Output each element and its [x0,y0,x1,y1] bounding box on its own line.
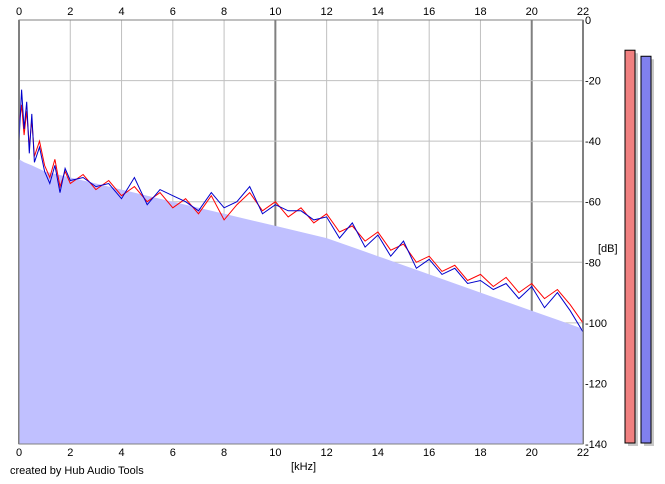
y-tick-label: -60 [585,197,601,209]
level-meter-blue [640,55,652,444]
x-tick-label-bottom: 12 [321,447,333,459]
series-blue-line [18,89,584,333]
y-tick-label: -80 [585,257,601,269]
spectrum-fill-area [19,159,583,445]
x-tick-label-top: 12 [321,6,333,18]
plot-frame [18,19,584,445]
x-tick-label-top: 8 [221,6,227,18]
x-tick-label-bottom: 4 [118,447,124,459]
x-tick-label-bottom: 14 [372,447,384,459]
x-tick-label-bottom: 16 [423,447,435,459]
x-tick-labels-bottom: 0 2 4 6 8 10 12 14 16 18 20 22 [16,447,589,459]
level-meter-red [624,49,636,444]
y-tick-label: -140 [585,439,607,451]
level-meters [624,49,654,446]
x-tick-label-top: 10 [269,6,281,18]
x-axis-label: [kHz] [291,461,316,473]
x-tick-label-bottom: 2 [67,447,73,459]
y-axis-label: [dB] [598,243,618,255]
x-tick-label-bottom: 18 [474,447,486,459]
credit-text: created by Hub Audio Tools [10,465,144,477]
x-tick-label-top: 20 [526,6,538,18]
x-tick-label-top: 14 [372,6,384,18]
x-tick-label-top: 0 [16,6,22,18]
x-tick-label-bottom: 22 [577,447,589,459]
y-tick-label: 0 [585,15,591,27]
y-tick-label: -120 [585,378,607,390]
x-tick-label-top: 2 [67,6,73,18]
x-tick-label-top: 16 [423,6,435,18]
x-tick-label-top: 6 [170,6,176,18]
x-tick-labels-top: 0 2 4 6 8 10 12 14 16 18 20 22 [16,6,589,18]
x-tick-label-bottom: 8 [221,447,227,459]
x-tick-label-top: 18 [474,6,486,18]
y-tick-label: -40 [585,136,601,148]
x-tick-label-bottom: 6 [170,447,176,459]
y-tick-labels: 0 -20 -40 -60 -80 -100 -120 -140 [585,15,607,451]
x-tick-label-bottom: 20 [526,447,538,459]
x-tick-label-top: 4 [118,6,124,18]
y-tick-label: -20 [585,76,601,88]
series-red-line [18,104,584,324]
x-tick-label-bottom: 0 [16,447,22,459]
y-tick-label: -100 [585,318,607,330]
x-tick-label-top: 22 [577,6,589,18]
x-tick-label-bottom: 10 [269,447,281,459]
